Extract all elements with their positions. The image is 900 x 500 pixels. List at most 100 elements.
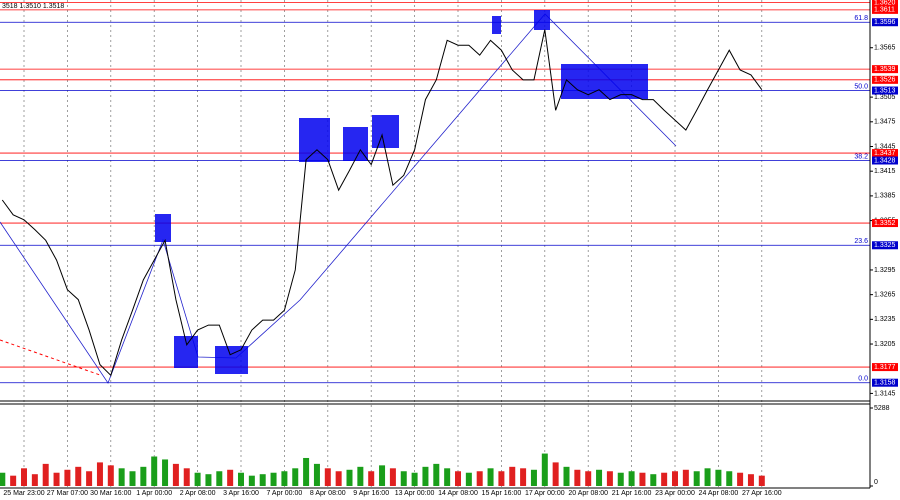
volume-bar (324, 468, 331, 486)
x-tick-label: 23 Apr 00:00 (655, 490, 695, 497)
level-label-box (872, 363, 898, 372)
fib-label: 61.8 (854, 15, 868, 22)
volume-bar (737, 472, 744, 486)
level-label-box (872, 219, 898, 228)
volume-bar (758, 475, 765, 486)
volume-bar (292, 468, 299, 486)
volume-bar (389, 468, 396, 486)
volume-bar (21, 468, 27, 486)
volume-bar (455, 471, 461, 486)
x-tick-label: 25 Mar 23:00 (3, 490, 44, 497)
volume-bar (172, 463, 179, 486)
fib-label: 0.0 (858, 376, 868, 383)
x-tick-label: 30 Mar 16:00 (90, 490, 131, 497)
volume-bar (368, 471, 375, 486)
volume-bar (672, 471, 678, 486)
grid (0, 0, 870, 488)
volume-bar (444, 468, 451, 486)
volume-bar (10, 475, 17, 486)
level-label-box (872, 5, 898, 14)
volume-bar (487, 468, 494, 486)
y-tick-label: 1.3445 (874, 143, 896, 150)
level-label: 1.3620 (874, 0, 896, 6)
x-tick-label: 13 Apr 00:00 (395, 490, 435, 497)
y-tick-label: 1.3265 (874, 291, 896, 298)
y-tick-label: 1.3295 (874, 267, 896, 274)
volume-bar (238, 472, 244, 486)
level-label: 1.3611 (874, 7, 895, 14)
level-label: 1.3428 (874, 157, 896, 164)
volume-bar (53, 472, 60, 486)
level-label-box (872, 86, 898, 95)
level-label: 1.3325 (874, 242, 896, 249)
volume-bar (346, 469, 353, 486)
volume-bar (726, 471, 733, 486)
volume-bar (281, 471, 288, 486)
x-tick-label: 14 Apr 08:00 (438, 490, 478, 497)
volume-bar (628, 471, 635, 486)
volume-bar (379, 465, 386, 486)
level-label: 1.3539 (874, 66, 896, 73)
volume-bar (0, 472, 6, 486)
volume-bar (574, 469, 581, 486)
zone (215, 346, 248, 374)
volume-bar (86, 471, 93, 486)
volume-tick-label: 5288 (874, 405, 890, 412)
volume-bar (248, 475, 255, 486)
volume-tick-label: 0 (874, 479, 878, 486)
volume-bar (64, 469, 71, 486)
volume-bar (715, 469, 722, 486)
volume-bar (205, 474, 212, 486)
level-label: 1.3158 (874, 380, 896, 387)
volume-bar (335, 471, 342, 486)
volume-bar (107, 465, 114, 486)
volume-bar (498, 471, 505, 486)
volume-bar (42, 463, 49, 486)
volume-bar (216, 471, 223, 486)
level-label-box (872, 156, 898, 165)
x-tick-label: 9 Apr 16:00 (353, 490, 389, 497)
zone (561, 64, 648, 99)
volume-bar (661, 472, 668, 486)
volume-bar (465, 472, 472, 486)
volume-bar (530, 469, 537, 486)
volume-bar (606, 471, 613, 486)
y-tick-label: 1.3565 (874, 45, 896, 52)
volume-bar (693, 471, 700, 486)
volume-bar (151, 456, 158, 486)
volume-bar (541, 453, 548, 486)
y-tick-label: 1.3475 (874, 119, 896, 126)
level-label-box (872, 75, 898, 84)
volume-bar (563, 466, 570, 486)
x-tick-label: 24 Apr 08:00 (699, 490, 739, 497)
level-label: 1.3352 (874, 220, 896, 227)
y-tick-label: 1.3205 (874, 341, 896, 348)
x-tick-label: 27 Apr 16:00 (742, 490, 782, 497)
volume-bar (313, 463, 320, 486)
x-tick-label: 8 Apr 08:00 (310, 490, 346, 497)
volume-bar (227, 469, 234, 486)
level-label: 1.3526 (874, 77, 896, 84)
zone (492, 16, 501, 34)
volume-bar (585, 471, 592, 486)
volume-bar (639, 472, 646, 486)
level-label-box (872, 65, 898, 74)
y-tick-label: 1.3415 (874, 168, 896, 175)
y-tick-label: 1.3385 (874, 193, 896, 200)
volume-bar (682, 469, 689, 486)
volume-bar (75, 466, 82, 486)
zone (299, 118, 330, 162)
x-tick-label: 7 Apr 00:00 (266, 490, 302, 497)
annotations (0, 10, 677, 384)
volume-bar (259, 474, 266, 486)
level-label-box (872, 241, 898, 250)
level-label: 1.3177 (874, 364, 896, 371)
volume-bar (747, 474, 754, 486)
volume-bar (476, 471, 483, 486)
volume-bar (422, 466, 429, 486)
volume-bar (704, 468, 711, 486)
volume-bar (129, 471, 136, 486)
level-label-box (872, 378, 898, 387)
fib-label: 50.0 (854, 83, 868, 90)
